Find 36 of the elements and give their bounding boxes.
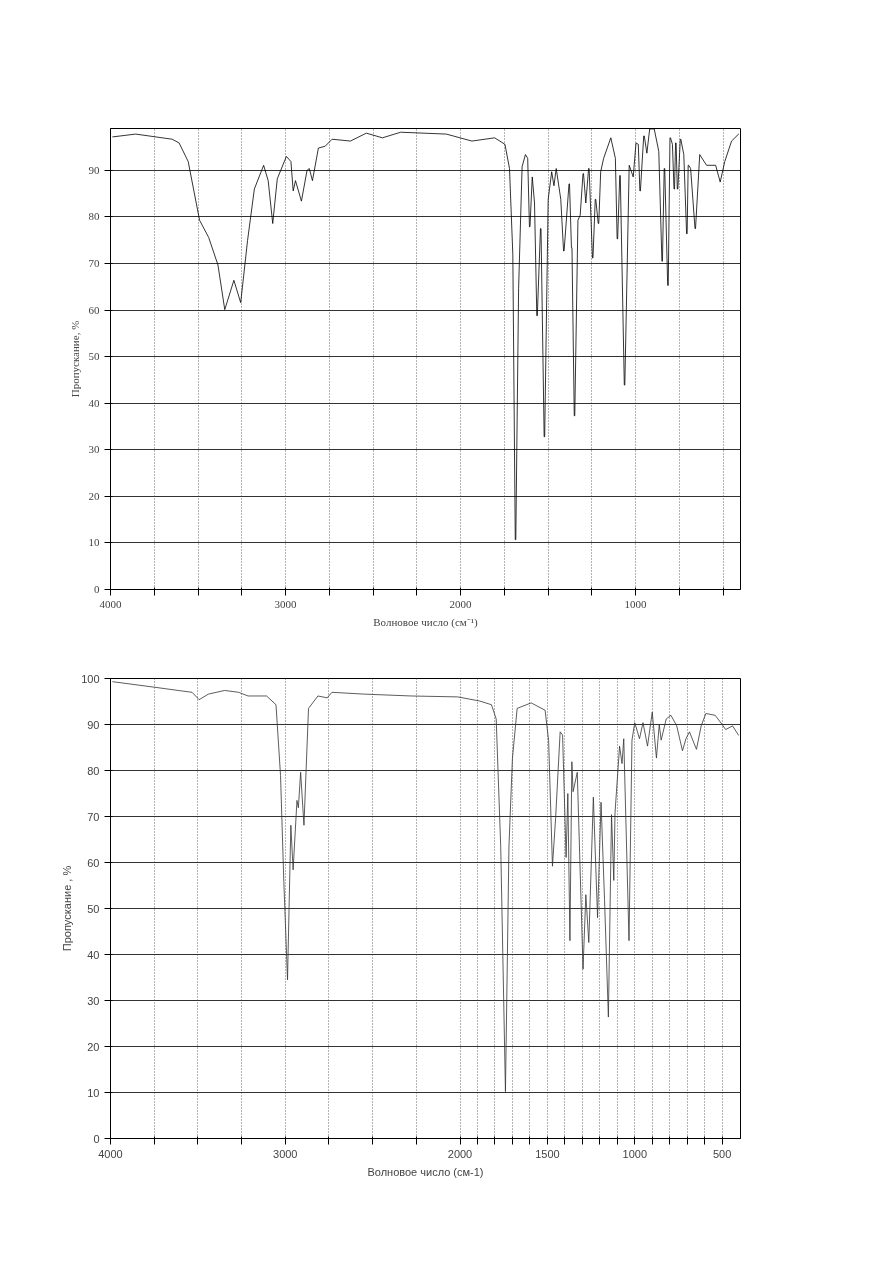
x-tick-label: 1000	[624, 597, 647, 610]
y-tick-label: 20	[87, 1040, 100, 1053]
y-tick-label: 60	[87, 856, 100, 869]
y-tick-label: 80	[88, 210, 100, 223]
x-tick-label: 1000	[622, 1147, 648, 1160]
y-tick-label: 30	[87, 994, 100, 1007]
y-axis-title: Пропускание, %	[68, 320, 81, 398]
y-tick-label: 100	[81, 672, 100, 685]
y-tick-label: 50	[87, 902, 100, 915]
y-tick-label: 0	[93, 1132, 100, 1145]
x-tick-label: 3000	[273, 1147, 298, 1160]
y-tick-label: 70	[87, 810, 100, 823]
line-series	[112, 681, 739, 1092]
x-tick-label: 500	[712, 1147, 732, 1160]
y-tick-label: 80	[87, 764, 100, 777]
y-tick-label: 30	[88, 443, 100, 456]
x-tick-label: 4000	[99, 597, 122, 610]
y-tick-label: 70	[88, 257, 100, 270]
y-axis-title: Пропускание , %	[61, 865, 74, 952]
x-tick-label: 2000	[449, 597, 472, 610]
y-tick-label: 10	[88, 536, 100, 549]
y-tick-label: 40	[87, 948, 100, 961]
y-tick-label: 50	[88, 350, 100, 363]
x-tick-label: 1500	[535, 1147, 560, 1160]
x-axis-title: Волновое число (см-1)	[367, 1165, 484, 1178]
x-tick-label: 2000	[447, 1147, 473, 1160]
y-tick-label: 20	[88, 489, 100, 502]
y-tick-label: 60	[88, 303, 100, 316]
x-tick-label: 3000	[274, 597, 297, 610]
y-tick-label: 40	[88, 396, 100, 409]
y-tick-label: 90	[87, 718, 100, 731]
y-tick-label: 10	[87, 1086, 100, 1099]
y-tick-label: 90	[88, 163, 100, 176]
x-tick-label: 4000	[98, 1147, 123, 1160]
y-tick-label: 0	[94, 583, 100, 595]
x-axis-title: Волновое число (см⁻¹)	[373, 615, 479, 629]
